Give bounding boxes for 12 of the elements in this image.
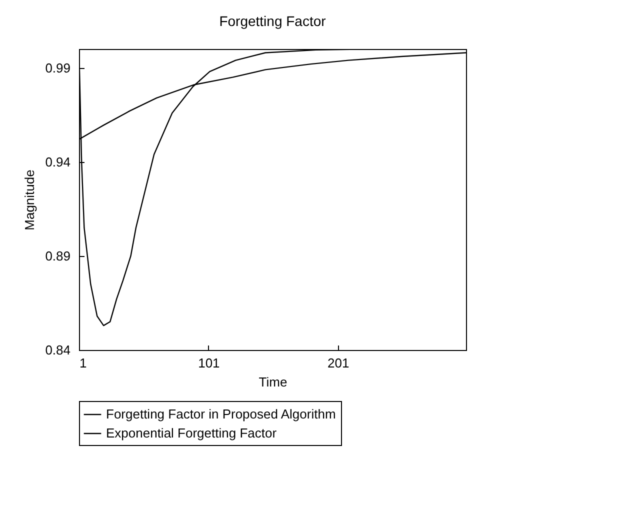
y-axis-title: Magnitude xyxy=(22,170,38,230)
x-tick-label: 101 xyxy=(198,356,220,370)
legend-label: Forgetting Factor in Proposed Algorithm xyxy=(106,406,336,422)
y-tick-label: 0.99 xyxy=(45,60,70,76)
y-tick-label: 0.89 xyxy=(45,248,70,264)
y-tick-label: 0.94 xyxy=(45,154,70,170)
x-axis-title: Time xyxy=(258,374,288,390)
x-tick-label: 201 xyxy=(328,356,350,370)
y-tick-label: 0.84 xyxy=(45,342,70,358)
chart-title: Forgetting Factor xyxy=(219,13,326,29)
legend-label: Exponential Forgetting Factor xyxy=(106,426,278,440)
x-tick-label: 1 xyxy=(80,356,87,370)
